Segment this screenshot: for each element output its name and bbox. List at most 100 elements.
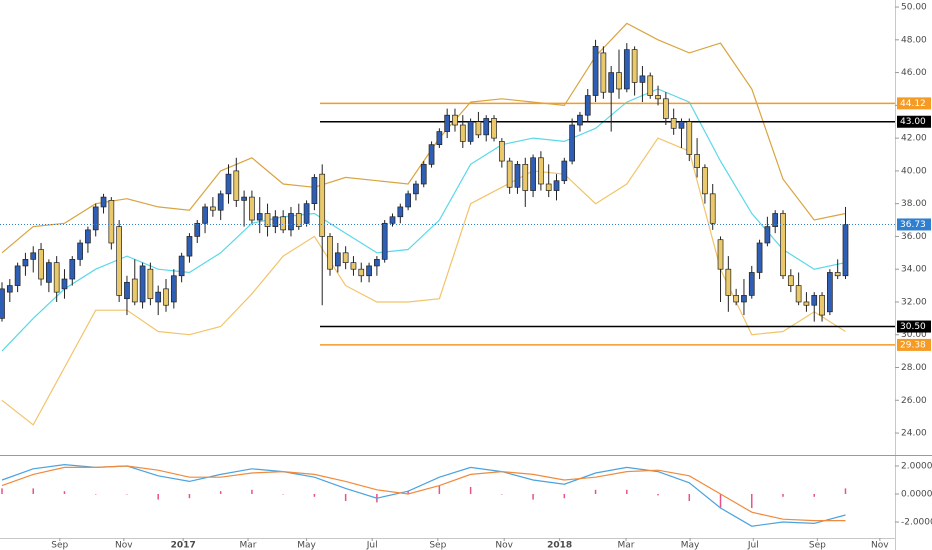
candle-body — [85, 229, 91, 244]
y-tick-label: 42.00 — [901, 134, 927, 144]
candle-body — [413, 183, 419, 195]
histogram-bar — [282, 493, 284, 495]
x-tick-label: 2018 — [547, 541, 572, 550]
level-tag — [897, 97, 931, 110]
histogram-bar — [532, 493, 534, 500]
candle-body — [225, 173, 232, 195]
candle-body — [202, 206, 208, 224]
candle-body — [670, 118, 677, 129]
candle-body — [475, 121, 482, 136]
candle-body — [295, 213, 302, 227]
candle-body — [616, 72, 622, 90]
candle-body — [77, 242, 83, 260]
x-tick-label: Nov — [871, 541, 889, 550]
x-tick-label: Mar — [618, 541, 635, 550]
level-label: 44.12 — [900, 99, 926, 109]
histogram-bar — [157, 493, 159, 500]
y-tick-label: 2.0000 — [901, 461, 932, 471]
histogram-bar — [782, 493, 784, 497]
candle-body — [678, 121, 685, 129]
y-tick-label: 26.00 — [901, 396, 927, 406]
histogram-bar — [751, 493, 753, 509]
macd-line — [1, 463, 846, 527]
histogram-bar — [469, 486, 472, 494]
x-tick-label: Sep — [809, 541, 826, 550]
candle-body — [327, 236, 333, 270]
candle-body — [522, 163, 529, 191]
candle-body — [69, 259, 76, 280]
candle-body — [116, 226, 123, 296]
candle-body — [694, 154, 700, 168]
x-tick-label: May — [681, 541, 700, 550]
histogram-bar — [219, 491, 222, 494]
candle-body — [819, 295, 825, 316]
histogram-bar — [688, 493, 691, 501]
y-tick-label: 30.00 — [901, 330, 927, 340]
y-tick-label: 0.0000 — [901, 489, 932, 499]
candle-body — [0, 288, 5, 319]
candle-body — [334, 252, 341, 267]
histogram-bar — [1, 488, 3, 494]
candle-body — [131, 278, 138, 303]
y-tick-label: 28.00 — [901, 363, 927, 373]
candle-body — [272, 216, 279, 227]
candle-body — [647, 75, 654, 96]
candle-body — [194, 222, 201, 237]
candle-body — [608, 72, 615, 93]
y-tick-label: 46.00 — [901, 68, 927, 78]
candle-body — [178, 255, 185, 277]
candle-body — [553, 180, 560, 191]
histogram-bar — [657, 493, 659, 496]
candle-body — [491, 118, 497, 139]
candle-body — [506, 160, 513, 188]
candle-body — [631, 49, 638, 83]
histogram-bar — [563, 493, 566, 499]
candle-body — [147, 268, 154, 300]
y-tick-label: 40.00 — [901, 166, 927, 176]
candle-body — [217, 193, 224, 211]
candle-body — [139, 265, 146, 303]
candle-body — [100, 196, 107, 208]
candle-body — [764, 226, 771, 244]
candle-body — [249, 196, 255, 221]
candle-body — [717, 239, 724, 270]
level-label: 30.50 — [900, 322, 926, 332]
candle-body — [748, 272, 755, 296]
candle-body — [584, 95, 591, 116]
candle-body — [592, 46, 599, 96]
candle-body — [350, 262, 357, 270]
candle-body — [436, 131, 443, 146]
candle-body — [233, 170, 240, 201]
candle-body — [389, 216, 396, 224]
histogram-bar — [188, 493, 191, 499]
candle-body — [358, 268, 365, 277]
level-tag — [897, 320, 931, 333]
x-tick-label: 2017 — [171, 541, 196, 550]
candle-body — [61, 278, 68, 290]
level-label: 43.00 — [900, 117, 926, 127]
candle-body — [108, 200, 115, 244]
candle-body — [405, 193, 411, 208]
histogram-bar — [501, 493, 503, 495]
histogram-bar — [719, 493, 722, 509]
candle-body — [702, 167, 708, 195]
y-tick-label: 38.00 — [901, 199, 927, 209]
histogram-bar — [844, 488, 847, 494]
candle-body — [444, 114, 451, 132]
y-tick-label: 24.00 — [901, 429, 927, 439]
x-tick-label: Nov — [115, 541, 133, 550]
candle-body — [241, 196, 247, 201]
macd-line — [1, 465, 846, 522]
candle-body — [514, 163, 521, 188]
candle-body — [256, 213, 263, 221]
candle-body — [30, 252, 37, 260]
candle-body — [38, 249, 44, 280]
candle-body — [498, 141, 505, 162]
candle-body — [264, 213, 271, 227]
x-tick-label: Jul — [747, 541, 759, 550]
candle-body — [459, 124, 466, 142]
x-tick-label: May — [297, 541, 316, 550]
y-tick-label: -2.0000 — [901, 518, 932, 528]
